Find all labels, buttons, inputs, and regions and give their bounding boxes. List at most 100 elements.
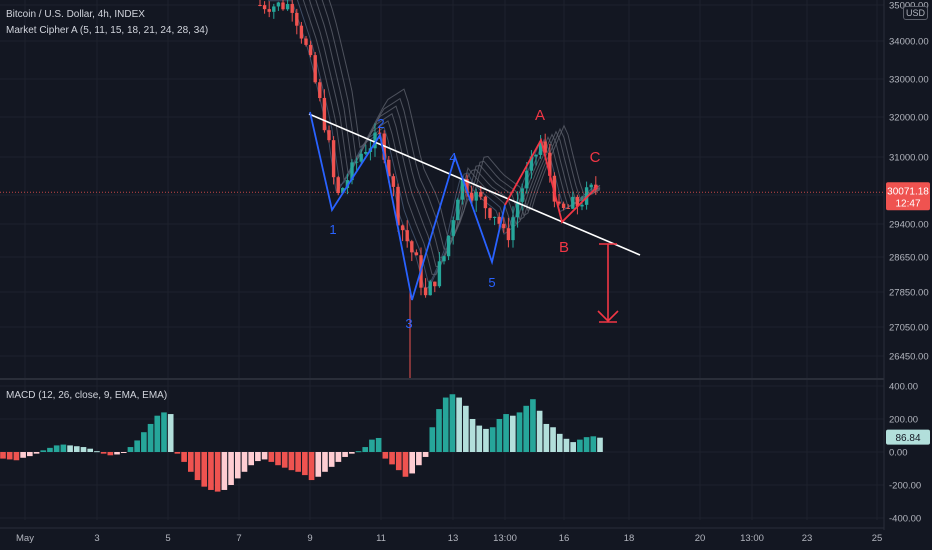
candle-body <box>497 216 501 224</box>
candle-body <box>391 176 396 187</box>
time-axis-label: 9 <box>307 533 312 544</box>
ema-ribbon-line <box>328 0 601 239</box>
abc-label-C: C <box>590 149 601 166</box>
macd-bar <box>456 397 462 452</box>
candle-body <box>276 2 281 7</box>
candle-body <box>341 187 345 194</box>
macd-bar <box>194 452 201 481</box>
candle-body <box>428 281 432 296</box>
macd-bar <box>288 452 295 471</box>
time-axis-label: 18 <box>624 533 635 544</box>
wave-label-3: 3 <box>405 316 412 331</box>
time-axis-label: 7 <box>236 533 241 544</box>
macd-bar <box>100 452 107 454</box>
macd-value-label-bg <box>886 429 930 445</box>
candle-body <box>589 184 593 188</box>
price-tick-label: 26450.00 <box>889 352 929 363</box>
macd-bar <box>422 452 429 457</box>
macd-bar <box>442 397 449 452</box>
candle-body <box>543 141 547 153</box>
macd-bar <box>147 423 154 452</box>
macd-bar <box>509 415 516 452</box>
target-arrow-head <box>597 310 619 323</box>
candle-body <box>548 152 552 176</box>
time-axis-label: 25 <box>872 533 883 544</box>
macd-bar <box>27 452 33 457</box>
macd-bar <box>530 399 536 452</box>
macd-bar <box>429 427 436 452</box>
macd-bar <box>120 452 127 453</box>
candle-body <box>414 252 419 256</box>
macd-bar <box>328 452 335 467</box>
macd-bar <box>563 438 570 452</box>
countdown-label: 12:47 <box>895 198 920 209</box>
candle-body <box>396 186 400 226</box>
macd-bar <box>590 436 597 452</box>
candle-body <box>534 154 538 157</box>
candle-body <box>465 179 469 193</box>
candle-body <box>272 6 276 12</box>
trendline <box>308 113 641 256</box>
macd-bar <box>516 412 523 452</box>
candle-body <box>313 55 317 83</box>
macd-bar <box>295 452 301 472</box>
macd-bar <box>255 452 261 462</box>
macd-bar <box>375 437 382 452</box>
macd-bar <box>389 452 395 465</box>
macd-bar <box>73 446 80 452</box>
price-tick-label: 33000.00 <box>889 75 929 86</box>
candle-body <box>433 281 437 287</box>
candle-body <box>561 203 566 208</box>
macd-bar <box>315 452 322 477</box>
macd-bar <box>6 452 13 460</box>
macd-bar <box>355 451 362 453</box>
candle-body <box>502 223 506 229</box>
macd-bar <box>268 452 275 462</box>
macd-bar <box>33 452 40 454</box>
elliott-wave-path <box>309 111 506 301</box>
ema-ribbon-line <box>321 0 601 250</box>
macd-bar <box>47 447 53 452</box>
candle-body <box>566 207 570 209</box>
macd-bar <box>87 448 94 452</box>
candle-body <box>345 180 350 188</box>
candle-body <box>442 256 446 262</box>
macd-bar <box>348 452 355 454</box>
candle-body <box>437 261 442 287</box>
candle-body <box>488 208 492 218</box>
macd-bar <box>583 437 590 452</box>
macd-bar <box>80 447 87 452</box>
macd-bar <box>536 410 543 452</box>
ema-ribbon-line <box>315 0 601 259</box>
macd-bar <box>141 432 147 452</box>
macd-bar <box>60 444 67 452</box>
candle-body <box>350 162 354 181</box>
candle-body <box>538 141 543 155</box>
candle-body <box>336 177 340 194</box>
macd-bar <box>20 452 26 458</box>
macd-bar <box>335 452 342 462</box>
macd-bar <box>134 440 140 452</box>
abc-label-B: B <box>559 239 569 256</box>
abc-label-A: A <box>535 107 545 124</box>
macd-tick-label: 400.00 <box>889 382 918 393</box>
candle-body <box>483 196 488 209</box>
currency-badge[interactable]: USD <box>902 6 928 20</box>
candle-body <box>281 2 285 10</box>
macd-bar <box>208 452 214 490</box>
macd-bar <box>543 423 550 452</box>
time-axis-label: 13:00 <box>493 533 517 544</box>
candle-body <box>290 4 294 13</box>
time-axis-label: May <box>16 533 34 544</box>
macd-bar <box>550 427 556 452</box>
candle-body <box>446 235 451 257</box>
candle-body <box>327 130 331 141</box>
current-price-label: 30071.18 <box>887 186 929 197</box>
candle-body <box>580 204 584 207</box>
macd-bar <box>322 452 328 472</box>
candle-body <box>258 5 262 6</box>
candle-body <box>479 191 483 197</box>
macd-value-label: 86.84 <box>895 433 920 444</box>
macd-bar <box>107 452 114 456</box>
